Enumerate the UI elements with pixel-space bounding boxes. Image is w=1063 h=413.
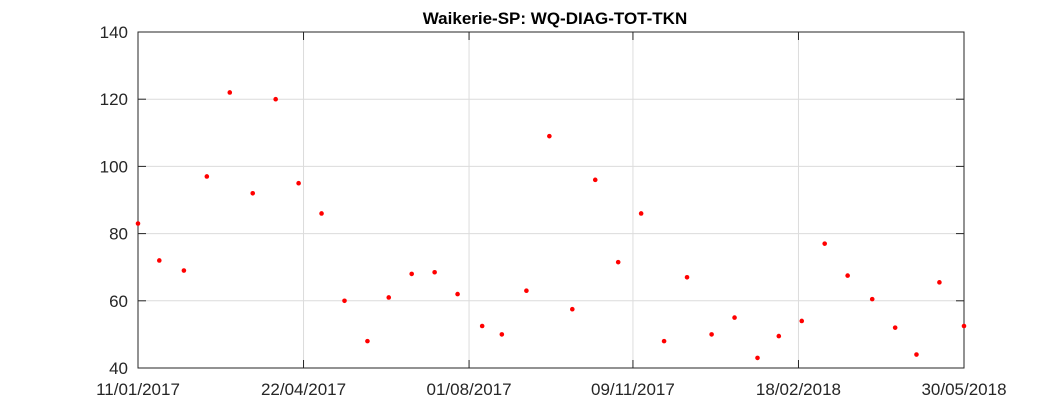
x-tick-label: 30/05/2018: [921, 380, 1006, 399]
data-point: [499, 332, 505, 337]
data-point: [386, 295, 392, 300]
data-point: [937, 280, 942, 285]
data-point: [845, 273, 850, 278]
x-axis: 11/01/2017 22/04/2017 01/08/2017 09/11/2017…: [96, 32, 1007, 399]
data-point: [755, 355, 760, 361]
data-point: [181, 268, 187, 273]
x-tick-label: 18/02/2018: [756, 380, 841, 399]
x-tick-label: 01/08/2017: [427, 380, 512, 399]
data-point: [869, 296, 875, 302]
data-point: [961, 323, 967, 329]
y-axis: 40 60 80 100 120 140: [100, 23, 964, 378]
data-point: [250, 190, 256, 196]
data-point: [799, 318, 805, 324]
y-tick-label: 100: [100, 157, 128, 176]
data-point: [432, 269, 437, 275]
data-point: [455, 291, 460, 297]
data-point: [638, 211, 644, 216]
data-point: [365, 338, 370, 344]
data-point: [776, 333, 782, 339]
y-tick-label: 60: [109, 292, 128, 311]
data-point: [709, 332, 714, 337]
data-point: [822, 241, 827, 246]
data-point: [273, 96, 278, 102]
data-points: [135, 90, 967, 361]
data-point: [892, 325, 898, 330]
data-point: [684, 274, 690, 280]
data-point: [342, 298, 347, 304]
y-tick-label: 80: [109, 225, 128, 244]
data-point: [615, 259, 621, 265]
data-point: [227, 90, 233, 95]
x-tick-label: 11/01/2017: [96, 380, 180, 399]
data-point: [296, 180, 301, 186]
data-point: [524, 288, 529, 294]
plot-area: [137, 31, 965, 369]
y-tick-label: 140: [100, 23, 128, 42]
data-point: [661, 338, 667, 344]
data-point: [914, 352, 919, 357]
grid-lines: [137, 31, 965, 369]
x-tick-label: 09/11/2017: [591, 380, 675, 399]
data-point: [409, 271, 414, 277]
y-tick-label: 40: [109, 359, 128, 378]
y-tick-label: 120: [100, 90, 128, 109]
data-point: [479, 323, 485, 329]
data-point: [319, 211, 324, 216]
data-point: [570, 306, 575, 312]
chart-title: Waikerie-SP: WQ-DIAG-TOT-TKN: [423, 9, 687, 28]
data-point: [135, 221, 141, 226]
data-point: [157, 258, 162, 263]
x-tick-label: 22/04/2017: [261, 380, 346, 399]
data-point: [547, 133, 552, 139]
data-point: [204, 174, 210, 179]
data-point: [732, 315, 737, 320]
data-point: [592, 177, 598, 183]
